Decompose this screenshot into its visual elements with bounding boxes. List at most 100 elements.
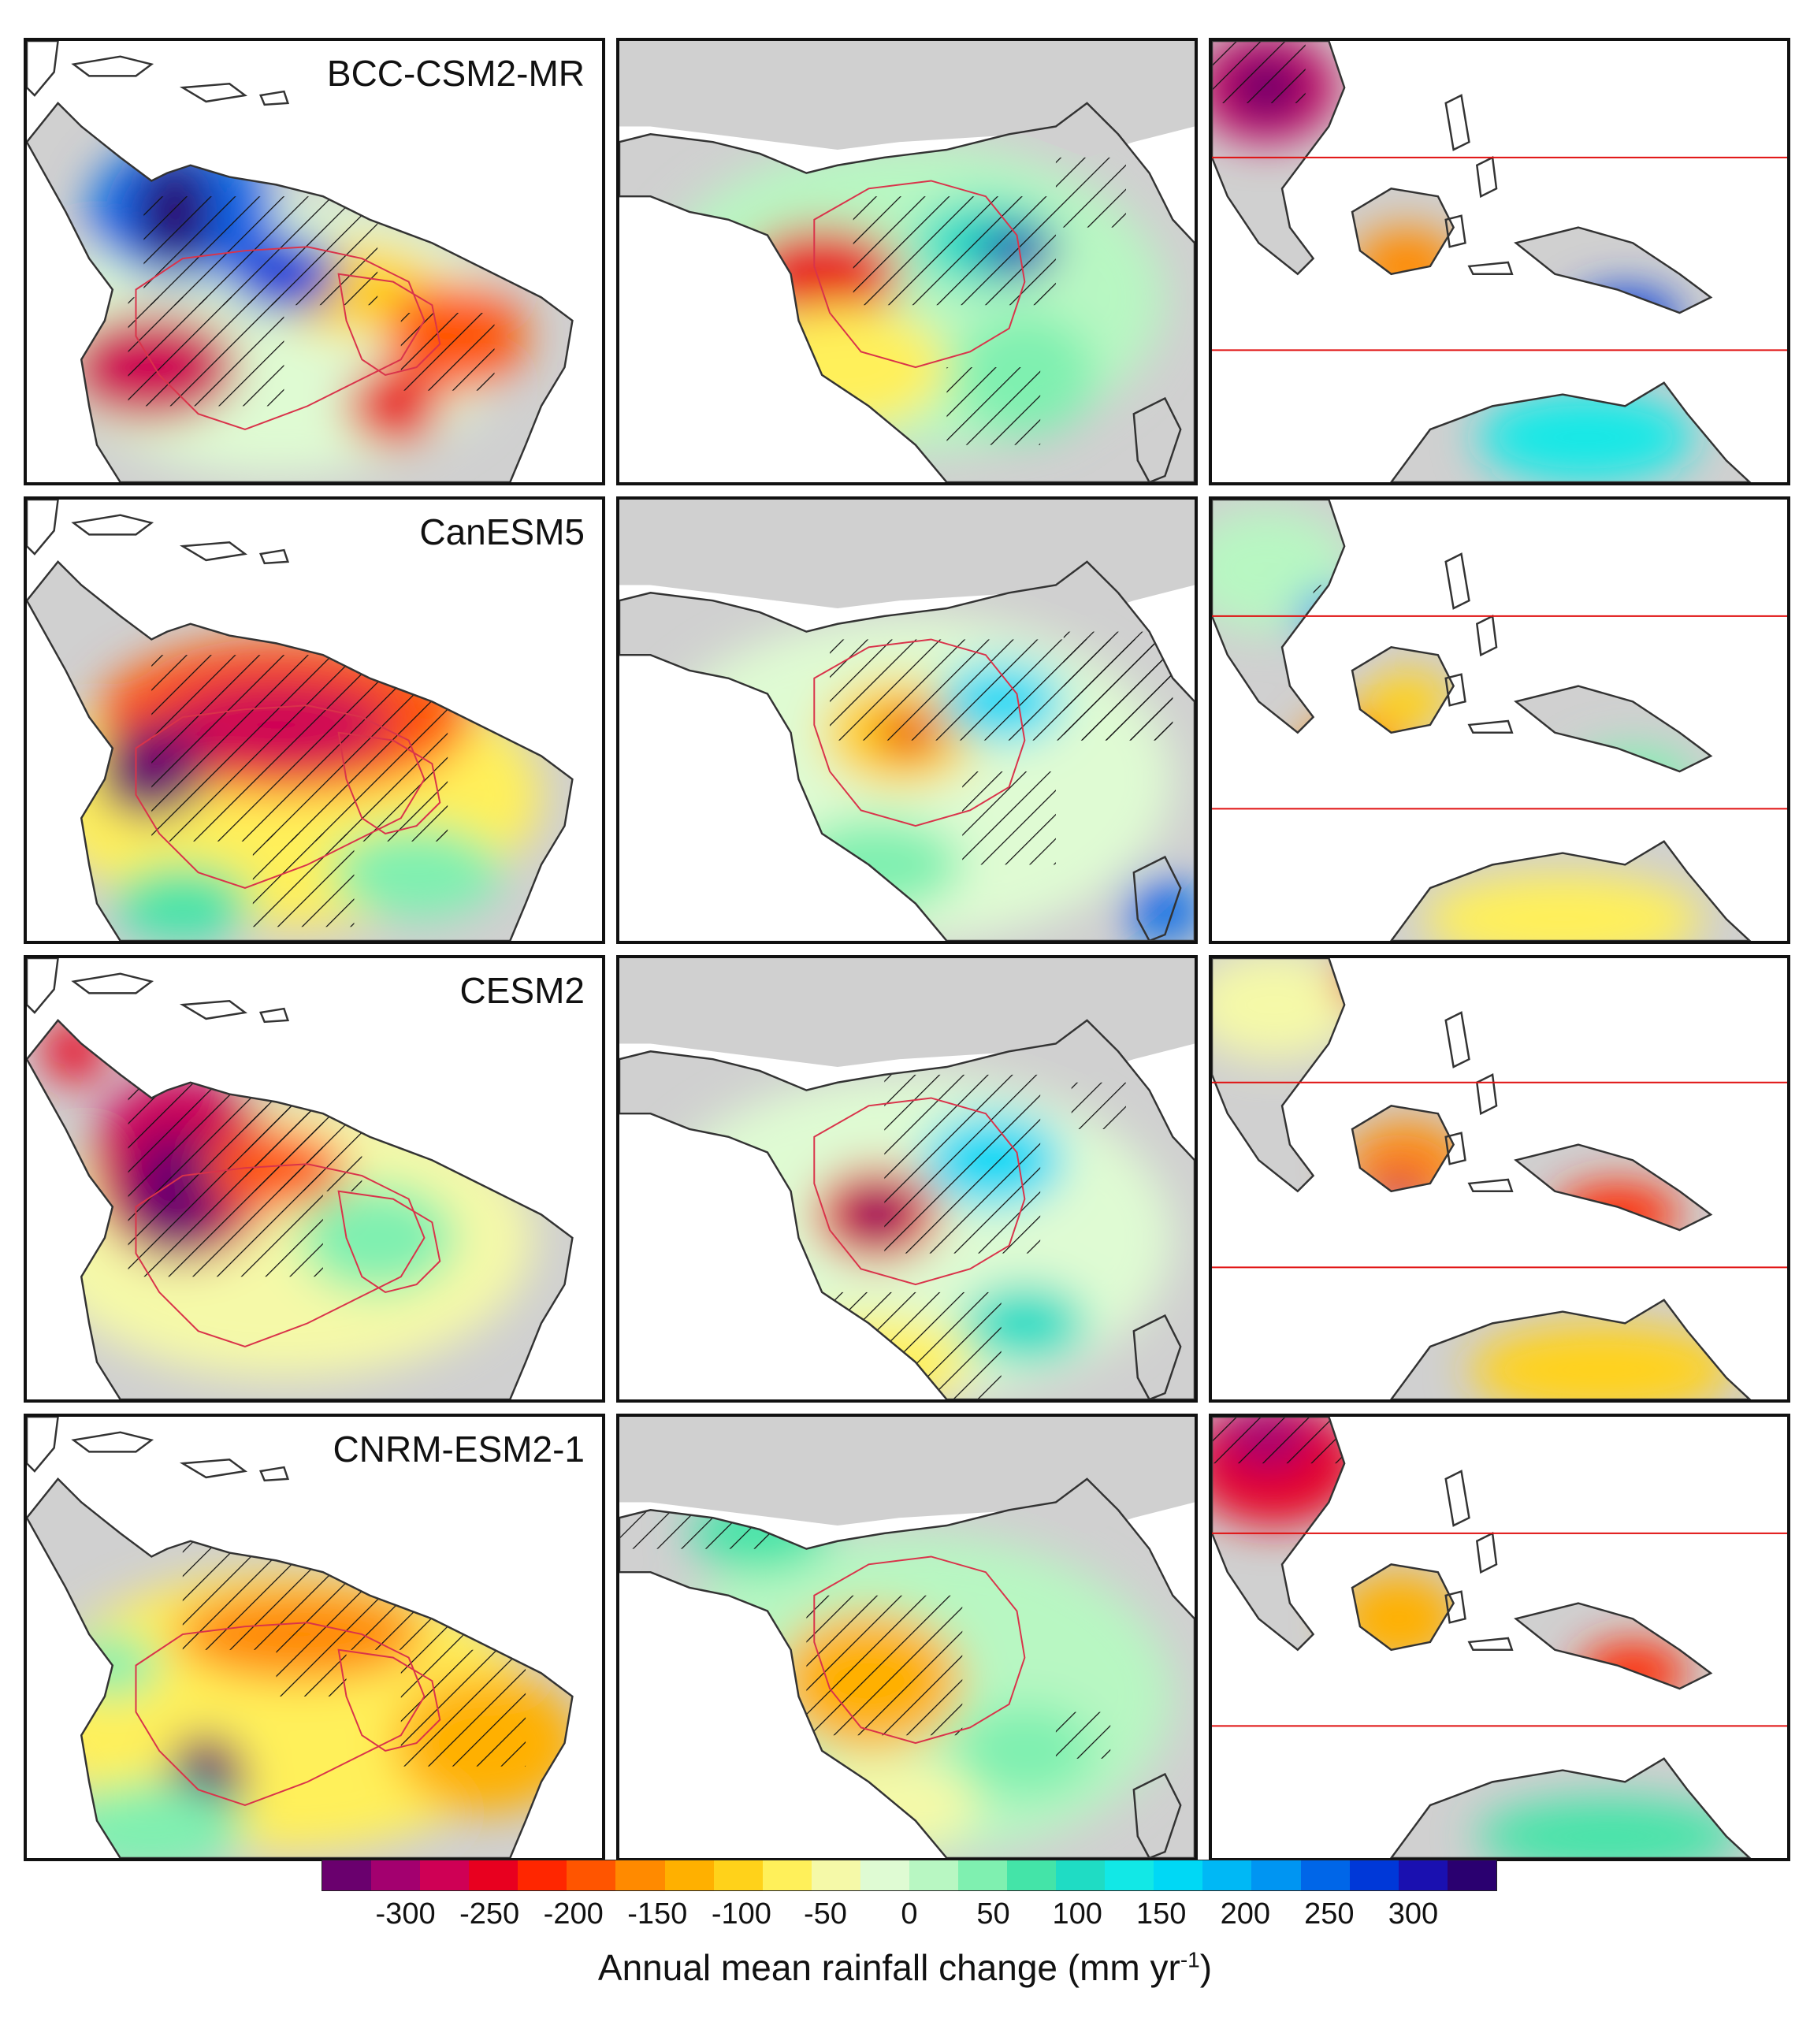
- island-outline: [1444, 1132, 1466, 1165]
- island-outline: [27, 500, 59, 556]
- colorbar-swatch: [615, 1860, 665, 1890]
- coastline: [27, 1477, 574, 1858]
- model-label: CanESM5: [419, 511, 585, 552]
- colorbar-swatch: [1447, 1860, 1496, 1890]
- coastline: [27, 102, 574, 482]
- coastline: [619, 102, 1195, 482]
- island-outline: [1467, 1178, 1514, 1193]
- colorbar-swatch: [664, 1860, 714, 1890]
- basin-outline: [813, 1555, 1026, 1745]
- significance-hatching: [1063, 631, 1173, 741]
- map-panel-bcc-csm2-mr-africa: [616, 38, 1198, 485]
- colorbar-swatch: [518, 1860, 567, 1890]
- basin-outline: [813, 180, 1026, 369]
- colorbar-swatch: [713, 1860, 763, 1890]
- rainfall-map: [27, 958, 574, 1399]
- significance-hatching: [400, 313, 495, 391]
- colorbar-swatch: [958, 1860, 1008, 1890]
- colorbar-title-unit-exponent: -1: [1180, 1947, 1200, 1972]
- island-outline: [1132, 855, 1182, 941]
- colorbar-swatch: [322, 1860, 372, 1890]
- significance-hatching: [1071, 1082, 1126, 1129]
- colorbar-tick-label: 200: [1220, 1897, 1270, 1931]
- colorbar-swatch: [1251, 1860, 1301, 1890]
- rainfall-field: [42, 639, 541, 941]
- basin-outline: [337, 1190, 441, 1294]
- island-outline: [259, 548, 290, 565]
- colorbar-swatch: [860, 1860, 909, 1890]
- colorbar-swatch: [909, 1860, 959, 1890]
- significance-hatching: [1055, 157, 1126, 228]
- significance-hatching: [128, 297, 284, 407]
- island-outline: [1132, 1314, 1182, 1399]
- map-panel-cesm2-south-america: CESM2: [24, 955, 605, 1403]
- island-outline: [71, 972, 154, 994]
- colorbar-swatch: [1056, 1860, 1106, 1890]
- colorbar-swatch: [567, 1860, 616, 1890]
- basin-outline: [337, 1648, 441, 1752]
- colorbar-tick-label: -100: [711, 1897, 771, 1931]
- colorbar-swatch: [469, 1860, 518, 1890]
- coastline: [27, 1019, 574, 1399]
- map-panel-cnrm-esm2-1-africa: [616, 1414, 1198, 1861]
- rainfall-map: [619, 958, 1195, 1399]
- island-outline: [259, 90, 290, 106]
- colorbar-tick-label: 100: [1052, 1897, 1102, 1931]
- colorbar-tick-label: -200: [543, 1897, 604, 1931]
- map-panel-cnrm-esm2-1-maritime-continent: [1209, 1414, 1790, 1861]
- model-label: CESM2: [459, 970, 585, 1011]
- map-panel-cnrm-esm2-1-south-america: CNRM-ESM2-1: [24, 1414, 605, 1861]
- model-label: BCC-CSM2-MR: [326, 53, 585, 94]
- coastline: [27, 560, 574, 941]
- coastline: [1212, 41, 1752, 482]
- map-panel-canesm5-africa: [616, 496, 1198, 944]
- colorbar-title-main: Annual mean rainfall change (mm yr: [597, 1947, 1180, 1988]
- rainfall-field: [42, 142, 526, 477]
- coastline: [619, 1019, 1195, 1399]
- map-panel-bcc-csm2-mr-maritime-continent: [1209, 38, 1790, 485]
- rainfall-map: [619, 500, 1195, 941]
- island-outline: [27, 1417, 59, 1473]
- island-outline: [1475, 1073, 1498, 1116]
- significance-hatching: [946, 367, 1041, 445]
- rainfall-map: [27, 500, 574, 941]
- colorbar-swatch: [1007, 1860, 1057, 1890]
- basin-outline: [135, 1163, 426, 1348]
- colorbar-swatch: [1154, 1860, 1203, 1890]
- island-outline: [179, 541, 248, 562]
- island-outline: [179, 82, 248, 103]
- rainfall-map: [619, 1417, 1195, 1858]
- coastline: [619, 1477, 1195, 1858]
- colorbar-tick-label: 0: [901, 1897, 918, 1931]
- colorbar-ticks: -300 -250 -200 -150 -100 -50 0 50 100 150 200 250 30…: [321, 1897, 1497, 1937]
- island-outline: [27, 958, 59, 1014]
- island-outline: [71, 514, 154, 536]
- island-outline: [259, 1466, 290, 1482]
- colorbar-title-end: ): [1199, 1947, 1213, 1988]
- colorbar-tick-label: -50: [803, 1897, 847, 1931]
- island-outline: [259, 1007, 290, 1024]
- island-outline: [71, 1431, 154, 1453]
- colorbar-tick-label: 250: [1304, 1897, 1355, 1931]
- rainfall-map: [1212, 500, 1787, 941]
- map-panel-canesm5-south-america: CanESM5: [24, 496, 605, 944]
- colorbar-swatch: [811, 1860, 860, 1890]
- coastline: [1212, 958, 1752, 1399]
- basin-outline: [135, 1622, 426, 1807]
- colorbar-swatch: [1398, 1860, 1448, 1890]
- model-label: CNRM-ESM2-1: [333, 1429, 585, 1470]
- colorbar-tick-label: 300: [1388, 1897, 1439, 1931]
- rainfall-map: [1212, 958, 1787, 1399]
- island-outline: [1444, 673, 1466, 707]
- colorbar-tick-label: -150: [627, 1897, 688, 1931]
- rainfall-map: [1212, 1417, 1787, 1858]
- island-outline: [1444, 214, 1466, 248]
- basin-outline: [813, 638, 1026, 827]
- colorbar-tick-label: 150: [1136, 1897, 1187, 1931]
- map-panel-canesm5-maritime-continent: [1209, 496, 1790, 944]
- island-outline: [1475, 156, 1498, 199]
- significance-hatching: [1212, 41, 1306, 103]
- coastline: [1212, 500, 1752, 941]
- basin-outline: [135, 704, 426, 890]
